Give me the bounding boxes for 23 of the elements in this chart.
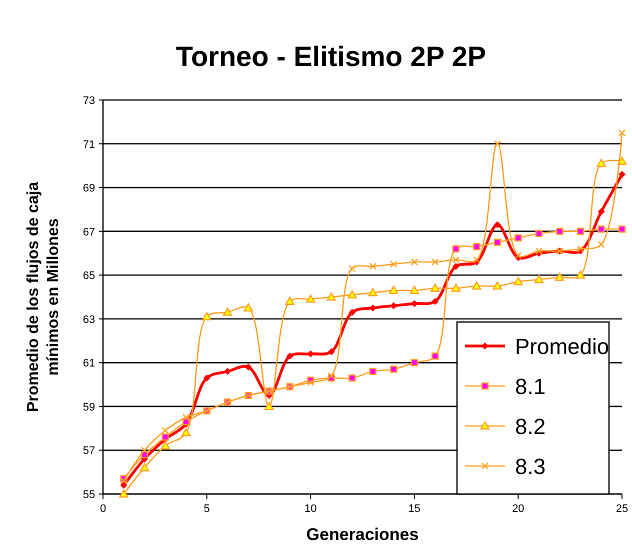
- legend-label: 8.2: [515, 414, 546, 439]
- y-tick-label: 67: [82, 226, 96, 238]
- y-tick-label: 69: [82, 182, 96, 195]
- legend-label: 8.1: [515, 374, 546, 399]
- x-tick-label: 5: [204, 503, 210, 515]
- y-tick-label: 61: [82, 358, 96, 370]
- y-tick-label: 57: [82, 445, 96, 458]
- y-tick-label: 55: [82, 489, 96, 501]
- x-tick-label: 25: [616, 503, 628, 515]
- x-tick-label: 0: [100, 503, 106, 515]
- legend-label: Promedio: [515, 334, 610, 359]
- x-tick-label: 15: [408, 503, 421, 515]
- x-tick-label: 20: [512, 503, 524, 515]
- x-tick-label: 10: [304, 503, 317, 515]
- y-tick-label: 65: [82, 270, 96, 282]
- y-axis-title: Promedio de los flujos de caja mínimos en Millones: [25, 182, 62, 412]
- x-axis-title: Generaciones: [306, 525, 419, 544]
- y-tick-label: 71: [82, 138, 96, 151]
- legend-label: 8.3: [515, 454, 546, 479]
- chart-title: Torneo - Elitismo 2P 2P: [176, 41, 486, 72]
- y-tick-label: 63: [82, 314, 96, 326]
- y-tick-label: 73: [82, 95, 96, 107]
- y-tick-label: 59: [82, 401, 96, 414]
